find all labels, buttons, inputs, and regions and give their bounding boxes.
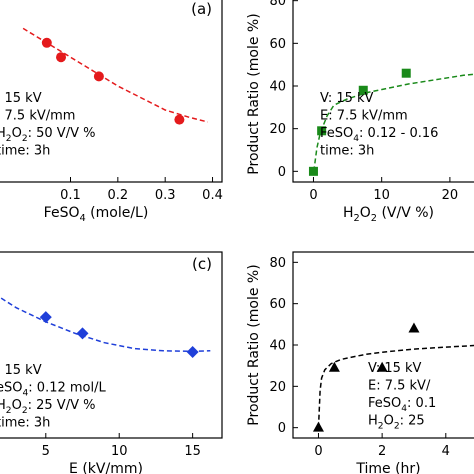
annotation-line: FeSO4: 0.12 - 0.16 [320,126,438,144]
annotation-line: : 15 kV [0,363,42,378]
data-point [93,71,104,82]
y-tick-label: 0 [278,421,286,436]
data-point [41,37,52,48]
panel-label: (a) [191,0,212,18]
annotation-line: eSO4: 0.12 mol/L [0,381,106,399]
annotation-line: time: 3h [0,144,50,159]
y-tick-label: 40 [269,339,286,354]
data-point [376,361,388,372]
data-point [328,361,340,372]
x-tick-label: 15 [184,444,201,459]
x-axis-label: FeSO4 (mole/L) [44,205,149,224]
data-point [186,345,199,358]
plot-frame [0,251,223,439]
x-tick-label: 0 [309,188,317,203]
y-tick-label: 20 [269,122,286,137]
x-tick-label: 10 [373,188,390,203]
data-point [312,421,324,432]
x-tick-label: 0.1 [60,188,81,203]
x-tick-label: 2 [378,444,386,459]
panel-c: 5 10 15 E (kV/mm) (c) : 15 kV eSO4: 0.12 mol/L… [0,251,223,474]
x-tick-label: 0.3 [155,188,176,203]
y-axis-label: Product Ratio (mole %) [246,264,262,425]
panel-label: (c) [192,255,212,273]
data-point [39,311,52,324]
data-point [358,85,368,95]
fit-curve [317,344,474,428]
annotation-line: time: 3h [320,144,374,159]
panel-a: 0.1 0.2 0.3 0.4 FeSO4 (mole/L) (a) : 15 kV : 7.… [0,0,223,224]
panel-b: 0 10 20 0 20 40 60 80 H2O2 (V/V %) Product Ratio … [246,0,474,224]
y-tick-label: 60 [269,37,286,52]
annotation-line: V: 15 kV [368,361,422,376]
annotation-line: V: 15 kV [320,91,374,106]
annotation-line: : 15 kV [0,91,42,106]
annotation-line: H2O2: 25 V/V % [0,398,95,416]
data-point [174,114,185,125]
annotation-line: : 7.5 kV/mm [0,109,75,124]
annotation-line: E: 7.5 kV/mm [320,109,408,124]
y-tick-label: 80 [269,0,286,9]
annotation-line: E: 7.5 kV/ [368,379,431,394]
plot-area: V: 15 kV E: 7.5 kV/mm FeSO4: 0.12 - 0.16ti… [308,68,474,176]
y-tick-label: 60 [269,297,286,312]
data-point [308,166,318,176]
annotation-line: FeSO4: 0.1 [368,396,436,414]
x-tick-label: 10 [111,444,128,459]
annotation-line: time: 3h [0,416,50,431]
fit-curve [313,73,474,172]
fit-curve [0,296,211,353]
data-point [317,126,327,136]
data-point [408,322,420,333]
x-tick-label: 5 [42,444,50,459]
y-axis-label: Product Ratio (mole %) [246,13,262,174]
data-point [76,327,89,340]
x-tick-label: 20 [442,188,459,203]
y-tick-label: 80 [269,256,286,271]
x-axis-label: H2O2 (V/V %) [343,205,434,224]
y-tick-label: 0 [278,165,286,180]
y-tick-label: 20 [269,380,286,395]
x-axis-label: E (kV/mm) [69,461,143,474]
fit-curve [22,27,208,123]
x-tick-label: 0 [314,444,322,459]
y-tick-label: 40 [269,80,286,95]
data-point [56,52,67,63]
annotation-line: H2O2: 25 [368,414,425,432]
x-axis-label: Time (hr) [355,461,420,474]
x-tick-label: 0.4 [202,188,223,203]
plot-frame [0,0,223,183]
annotation-line: H2O2: 50 V/V % [0,126,95,144]
plot-area: : 15 kV : 7.5 kV/mm H2O2: 50 V/V %time: 3h [0,27,208,159]
x-tick-label: 4 [442,444,450,459]
data-point [401,68,411,78]
x-tick-label: 0.2 [107,188,128,203]
